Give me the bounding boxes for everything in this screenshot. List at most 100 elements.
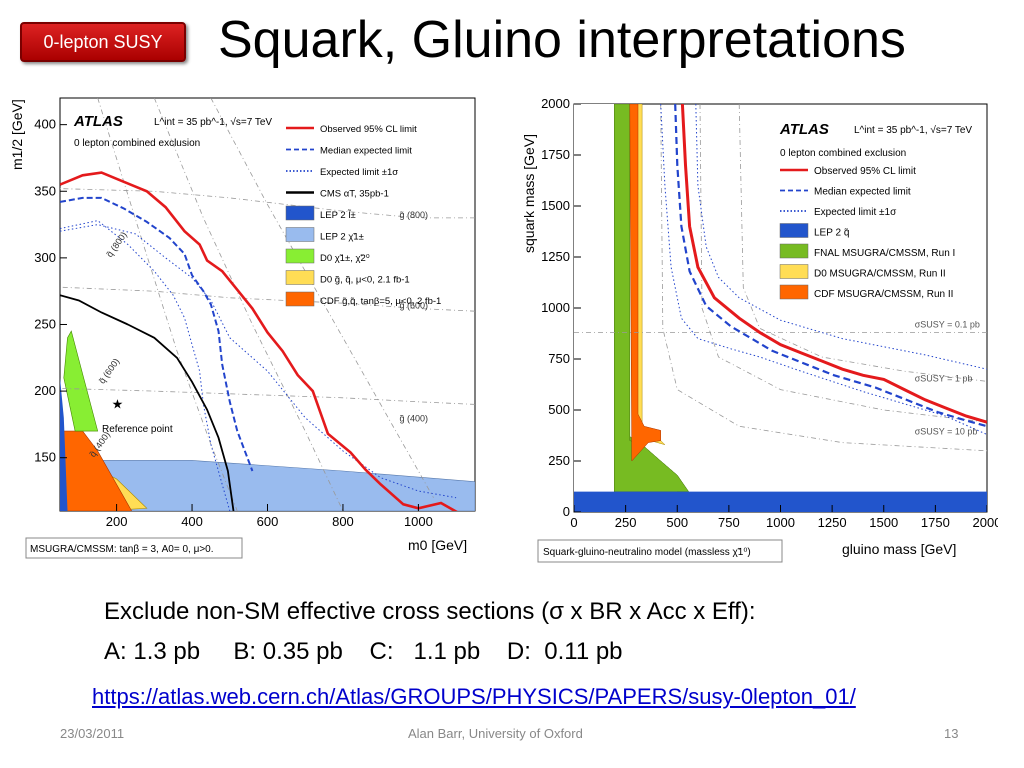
chart-b-ytick-label-1: 250: [548, 453, 570, 468]
chart-b-xtick-label-5: 1250: [818, 515, 847, 530]
chart-a-legend-swatch-4: [285, 205, 315, 221]
chart-b-legend-swatch-3: [779, 223, 809, 238]
mass-contour-2: [97, 98, 238, 511]
body-line-1: Exclude non-SM effective cross sections …: [104, 598, 756, 625]
squark-gluino-chart: 0 250 500 750 1000 1250 1500 1750 2000 0 250 500 750…: [521, 96, 1001, 563]
chart-b-ytick-label-2: 500: [548, 402, 570, 417]
body-line-2: A: 1.3 pb B: 0.35 pb C: 1.1 pb D: 0.11 p…: [104, 638, 623, 665]
xsec-label-1: σSUSY = 1 pb: [915, 373, 973, 383]
chart-b-legend-label-3: LEP 2 q̃: [814, 228, 849, 239]
chart-b-ytick-label-5: 1250: [541, 249, 570, 264]
chart-a-legend-label-1: Median expected limit: [320, 146, 412, 157]
chart-a-ytick-label-5: 400: [34, 117, 56, 132]
series-line-a-0: [60, 171, 458, 511]
region-d0-chargino-neutralino: [63, 330, 99, 432]
region-lep2-chargino: [60, 460, 475, 511]
chart-b-ytick-label-6: 1500: [541, 198, 570, 213]
chart-b-ytick-label-7: 1750: [541, 147, 570, 162]
squark-gluino-figure: 0 250 500 750 1000 1250 1500 1750 2000 0 250 500 750…: [512, 88, 1001, 566]
chart-b-legend-label-5: D0 MSUGRA/CMSSM, Run II: [814, 269, 946, 280]
chart-a-legend-swatch-7: [285, 270, 315, 285]
chart-b-xtick-label-7: 1750: [921, 515, 950, 530]
reference-point-star: ★: [112, 396, 124, 411]
chart-a-xtick-label-4: 1000: [404, 514, 433, 529]
chart-a-model-box: MSUGRA/CMSSM: tanβ = 3, A0= 0, μ>0.: [30, 544, 214, 555]
chart-a-legend-swatch-6: [285, 248, 315, 264]
chart-b-xtick-label-6: 1500: [869, 515, 898, 530]
footer-page-number: 13: [944, 726, 959, 741]
chart-a-lumi: L^int = 35 pb^-1, √s=7 TeV: [154, 116, 272, 128]
chart-b-xtick-label-4: 1000: [766, 515, 795, 530]
chart-a-xtick-label-3: 800: [332, 514, 354, 529]
chart-a-ytick-label-3: 300: [34, 250, 56, 265]
xsec-label-2: σSUSY = 10 pb: [915, 426, 978, 436]
chart-b-xtick-label-1: 250: [615, 515, 637, 530]
chart-a-subtitle: 0 lepton combined exclusion: [74, 138, 200, 149]
chart-a-ytick-label-4: 350: [34, 183, 56, 198]
chart-a-legend-swatch-8: [285, 291, 315, 307]
chart-b-legend-label-4: FNAL MSUGRA/CMSSM, Run I: [814, 248, 955, 259]
chart-a-legend-label-4: LEP 2 l̃±: [320, 209, 356, 221]
chart-b-legend-label-6: CDF MSUGRA/CMSSM, Run II: [814, 289, 953, 300]
chart-b-ytick-label-8: 2000: [541, 96, 570, 111]
chart-b-xtick-label-8: 2000: [973, 515, 998, 530]
chart-b-ylabel: squark mass [GeV]: [521, 134, 537, 253]
chart-b-experiment: ATLAS: [779, 121, 829, 138]
series-line-b-0: [680, 104, 987, 424]
chart-b-xlabel: gluino mass [GeV]: [842, 541, 956, 557]
chart-a-ylabel: m1/2 [GeV]: [9, 99, 25, 170]
chart-a-xtick-label-1: 400: [181, 514, 203, 529]
section-badge: 0-lepton SUSY: [20, 22, 186, 62]
slide-title: Squark, Gluino interpretations: [218, 11, 906, 69]
chart-b-lumi: L^int = 35 pb^-1, √s=7 TeV: [854, 124, 972, 136]
chart-b-legend-swatch-4: [779, 243, 809, 259]
chart-b-legend-label-1: Median expected limit: [814, 187, 911, 198]
chart-a-experiment: ATLAS: [73, 113, 123, 130]
paper-link[interactable]: https://atlas.web.cern.ch/Atlas/GROUPS/P…: [92, 684, 856, 709]
region-lep2-slepton: [60, 377, 68, 511]
chart-a-legend-label-3: CMS αT, 35pb-1: [320, 189, 389, 200]
mass-contour-3: [60, 188, 475, 219]
chart-a-legend-label-2: Expected limit ±1σ: [320, 167, 398, 178]
contour-label-a-3: g̃ (800): [399, 210, 428, 220]
chart-b-xtick-label-0: 0: [570, 515, 577, 530]
mass-contour-0: [210, 98, 434, 498]
chart-b-ytick-label-3: 750: [548, 351, 570, 366]
chart-a-ytick-label-1: 200: [34, 383, 56, 398]
chart-a-legend-label-5: LEP 2 χ̃1±: [320, 232, 364, 243]
chart-a-xlabel: m0 [GeV]: [408, 537, 467, 553]
chart-b-ytick-label-4: 1000: [541, 300, 570, 315]
chart-a-xtick-label-0: 200: [106, 514, 128, 529]
chart-a-xtick-label-2: 600: [257, 514, 279, 529]
region-unused: [574, 104, 615, 512]
contour-label-a-4: g̃ (600): [399, 300, 428, 310]
chart-b-legend-label-0: Observed 95% CL limit: [814, 166, 916, 177]
msugra-exclusion-figure: 200 400 600 800 1000 150 200 250 300 350 400 q̃ (8…: [8, 88, 482, 566]
expected-minus-1sigma-b: [660, 104, 987, 435]
series-line-a-1: [60, 196, 254, 472]
chart-a-legend-label-6: D0 χ̃1±, χ̃2⁰: [320, 253, 370, 264]
series-line-b-1: [674, 104, 987, 428]
chart-b-legend-swatch-6: [779, 284, 809, 300]
mass-contour-5: [60, 388, 475, 405]
expected-minus-1sigma: [60, 220, 231, 511]
chart-b-legend-label-2: Expected limit ±1σ: [814, 207, 897, 218]
footer-author: Alan Barr, University of Oxford: [408, 726, 583, 741]
chart-a-legend-label-0: Observed 95% CL limit: [320, 124, 417, 135]
contour-label-a-5: g̃ (400): [399, 414, 428, 424]
expected-plus-1sigma: [60, 224, 457, 499]
reference-point-label: Reference point: [102, 424, 173, 435]
chart-a-legend-label-8: CDF g̃,q̃, tanβ=5, μ<0, 2 fb-1: [320, 296, 441, 307]
chart-b-model-box: Squark-gluino-neutralino model (massless…: [543, 547, 751, 558]
series-line-a-2: [60, 294, 235, 511]
chart-a-legend-swatch-5: [285, 227, 315, 242]
chart-a-ytick-label-0: 150: [34, 450, 56, 465]
chart-a-legend-label-7: D0 g̃, q̃, μ<0, 2.1 fb-1: [320, 275, 410, 286]
chart-b-subtitle: 0 lepton combined exclusion: [780, 148, 906, 159]
footer-date: 23/03/2011: [60, 726, 125, 741]
chart-a-ytick-label-2: 250: [34, 316, 56, 331]
region-cdf: [629, 104, 661, 462]
chart-b-legend-swatch-5: [779, 264, 809, 279]
mass-contour-1: [153, 98, 344, 511]
